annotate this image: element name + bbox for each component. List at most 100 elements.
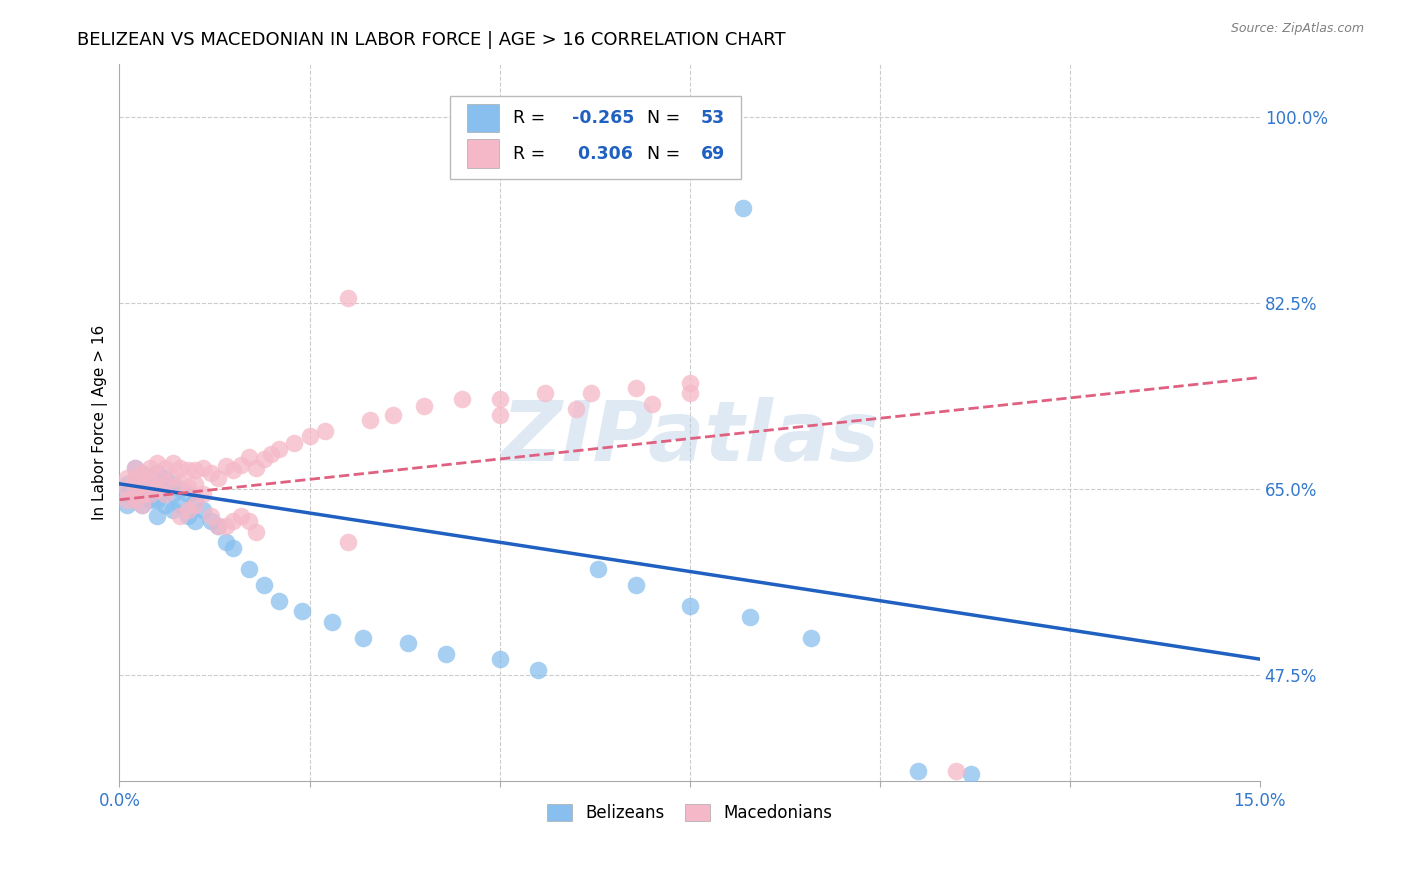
Point	[450, 392, 472, 406]
Point	[488, 652, 510, 666]
Point	[169, 508, 191, 523]
Point	[139, 461, 162, 475]
Point	[131, 466, 153, 480]
Text: 53: 53	[702, 109, 725, 127]
Point	[139, 471, 162, 485]
Point	[191, 503, 214, 517]
Point	[131, 487, 153, 501]
Point	[162, 503, 184, 517]
Point	[960, 767, 983, 781]
Point	[298, 429, 321, 443]
Point	[124, 471, 146, 485]
Text: N =: N =	[647, 109, 686, 127]
Point	[124, 461, 146, 475]
Legend: Belizeans, Macedonians: Belizeans, Macedonians	[538, 796, 841, 830]
Point	[314, 424, 336, 438]
Point	[124, 482, 146, 496]
Point	[115, 482, 138, 496]
Point	[260, 447, 283, 461]
Point	[800, 631, 823, 645]
Point	[238, 450, 260, 465]
Point	[184, 498, 207, 512]
Point	[153, 471, 176, 485]
Point	[146, 466, 169, 480]
Point	[740, 609, 762, 624]
Text: -0.265: -0.265	[572, 109, 634, 127]
Point	[253, 578, 276, 592]
Point	[640, 397, 662, 411]
Point	[191, 487, 214, 501]
Point	[731, 201, 754, 215]
Point	[153, 487, 176, 501]
Point	[488, 392, 510, 406]
Point	[336, 535, 359, 549]
Point	[207, 519, 229, 533]
Point	[115, 487, 138, 501]
Point	[184, 463, 207, 477]
Point	[291, 604, 314, 618]
Bar	[450, 96, 741, 178]
Point	[229, 458, 252, 472]
Point	[131, 476, 153, 491]
Point	[215, 519, 238, 533]
Point	[526, 663, 548, 677]
Point	[945, 764, 967, 778]
Point	[162, 487, 184, 501]
Point	[169, 498, 191, 512]
Point	[153, 461, 176, 475]
Point	[162, 456, 184, 470]
Point	[269, 442, 291, 456]
Point	[564, 402, 586, 417]
Point	[115, 471, 138, 485]
Point	[115, 492, 138, 507]
Point	[169, 482, 191, 496]
Point	[359, 413, 381, 427]
Point	[162, 476, 184, 491]
Text: N =: N =	[647, 145, 686, 162]
Point	[139, 487, 162, 501]
Point	[139, 492, 162, 507]
Point	[245, 524, 267, 539]
Point	[177, 487, 200, 501]
Point	[139, 471, 162, 485]
Point	[146, 471, 169, 485]
Point	[253, 452, 276, 467]
Text: BELIZEAN VS MACEDONIAN IN LABOR FORCE | AGE > 16 CORRELATION CHART: BELIZEAN VS MACEDONIAN IN LABOR FORCE | …	[77, 31, 786, 49]
Point	[124, 492, 146, 507]
Point	[907, 764, 929, 778]
Point	[184, 476, 207, 491]
Point	[124, 461, 146, 475]
Point	[177, 480, 200, 494]
Point	[434, 647, 457, 661]
Point	[191, 461, 214, 475]
Point	[139, 482, 162, 496]
Point	[153, 498, 176, 512]
Point	[207, 519, 229, 533]
Point	[269, 593, 291, 607]
Point	[184, 492, 207, 507]
Point	[131, 498, 153, 512]
Text: 0.306: 0.306	[572, 145, 633, 162]
Point	[215, 458, 238, 473]
Point	[177, 508, 200, 523]
Point	[679, 386, 702, 401]
Point	[184, 514, 207, 528]
Point	[115, 476, 138, 491]
Point	[207, 471, 229, 485]
Point	[131, 466, 153, 480]
Point	[124, 482, 146, 496]
Point	[200, 508, 222, 523]
Point	[534, 386, 557, 401]
Text: R =: R =	[513, 109, 551, 127]
Text: ZIPatlas: ZIPatlas	[501, 397, 879, 477]
Point	[321, 615, 343, 629]
Point	[245, 461, 267, 475]
Point	[115, 498, 138, 512]
Point	[124, 492, 146, 507]
Point	[200, 466, 222, 480]
Point	[131, 487, 153, 501]
Point	[177, 463, 200, 477]
Text: R =: R =	[513, 145, 551, 162]
Point	[200, 514, 222, 528]
Point	[124, 471, 146, 485]
